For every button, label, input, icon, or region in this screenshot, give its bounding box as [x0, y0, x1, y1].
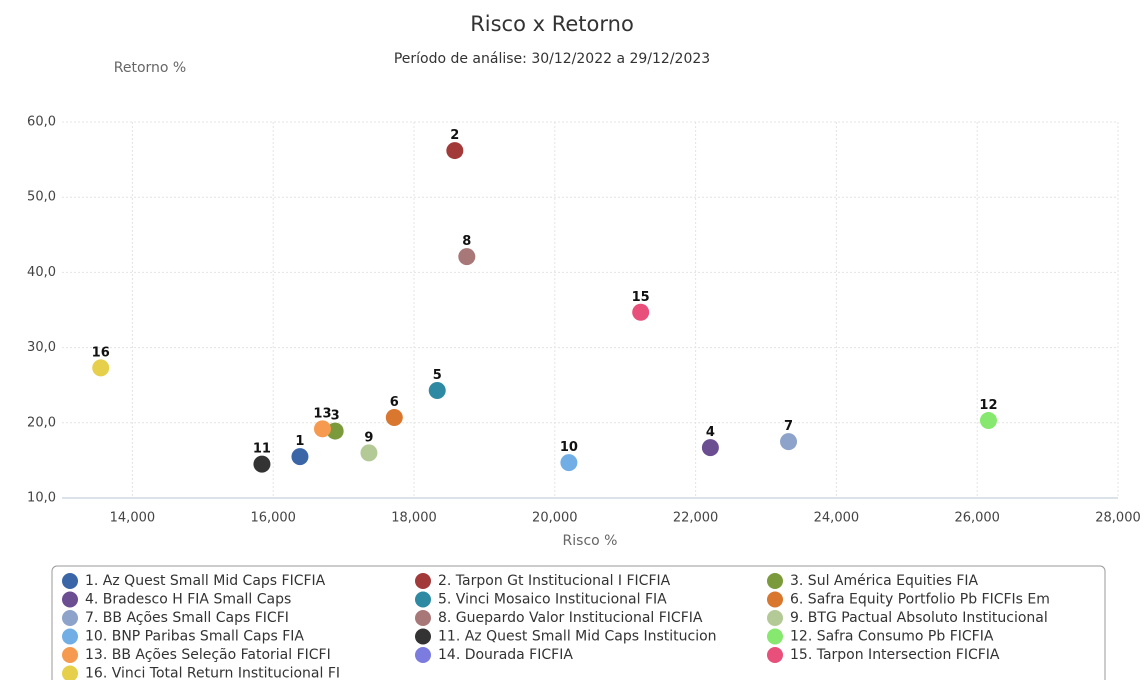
y-tick-label: 50,0	[27, 190, 56, 205]
legend-label: 9. BTG Pactual Absoluto Institucional	[790, 610, 1048, 626]
x-tick-label: 24,000	[814, 511, 860, 526]
chart-subtitle: Período de análise: 30/12/2022 a 29/12/2…	[394, 51, 710, 67]
point	[701, 439, 719, 457]
x-tick-label: 20,000	[532, 511, 578, 526]
point	[253, 455, 271, 473]
data-label: 10	[560, 440, 578, 455]
legend-label: 16. Vinci Total Return Institucional FI	[85, 666, 340, 680]
data-label: 11	[253, 442, 271, 457]
point	[313, 420, 331, 438]
legend-label: 15. Tarpon Intersection FICFIA	[790, 647, 1000, 663]
legend-label: 6. Safra Equity Portfolio Pb FICFIs Em	[790, 592, 1050, 608]
legend-marker	[62, 665, 78, 680]
y-tick-label: 40,0	[27, 265, 56, 280]
legend-label: 7. BB Ações Small Caps FICFI	[85, 610, 289, 626]
legend-marker	[415, 647, 431, 663]
legend-marker	[767, 610, 783, 626]
x-tick-label: 14,000	[110, 511, 156, 526]
x-axis-label: Risco %	[563, 533, 618, 549]
data-label: 1	[295, 434, 304, 449]
legend-marker	[62, 647, 78, 663]
chart-title: Risco x Retorno	[470, 12, 634, 36]
point	[780, 433, 798, 451]
legend-label: 1. Az Quest Small Mid Caps FICFIA	[85, 573, 326, 589]
legend-label: 13. BB Ações Seleção Fatorial FICFI	[85, 647, 331, 663]
legend-marker	[415, 573, 431, 589]
data-label: 4	[706, 425, 715, 440]
legend-marker	[415, 628, 431, 645]
data-label: 9	[364, 430, 373, 445]
x-tick-label: 26,000	[954, 511, 1000, 526]
y-tick-label: 30,0	[27, 340, 56, 355]
point	[360, 444, 378, 462]
point	[979, 412, 997, 430]
data-label: 8	[462, 234, 471, 249]
point	[385, 409, 403, 427]
y-tick-label: 60,0	[27, 115, 56, 130]
data-label: 6	[390, 395, 399, 410]
y-tick-label: 10,0	[27, 491, 56, 506]
y-tick-label: 20,0	[27, 415, 56, 430]
data-label: 15	[632, 290, 650, 305]
data-label: 2	[450, 128, 459, 143]
legend-label: 11. Az Quest Small Mid Caps Institucion	[438, 629, 717, 645]
legend-label: 10. BNP Paribas Small Caps FIA	[85, 629, 304, 645]
data-label: 5	[433, 368, 442, 383]
legend-label: 4. Bradesco H FIA Small Caps	[85, 592, 291, 608]
legend-label: 12. Safra Consumo Pb FICFIA	[790, 629, 994, 645]
point	[446, 142, 464, 160]
legend-marker	[62, 591, 78, 608]
point	[560, 454, 578, 472]
legend-label: 2. Tarpon Gt Institucional I FICFIA	[438, 573, 671, 589]
point	[458, 248, 476, 266]
y-axis-label: Retorno %	[114, 60, 186, 76]
legend-box	[51, 565, 1106, 680]
legend-marker	[767, 573, 783, 589]
x-tick-label: 22,000	[673, 511, 719, 526]
x-tick-label: 16,000	[250, 511, 296, 526]
data-label: 7	[784, 419, 793, 434]
legend-marker	[62, 573, 78, 589]
legend-marker	[767, 591, 783, 608]
point	[428, 381, 446, 399]
legend-marker	[62, 628, 78, 645]
data-label: 16	[92, 345, 110, 360]
point	[326, 422, 344, 440]
x-tick-label: 18,000	[391, 511, 437, 526]
legend-label: 5. Vinci Mosaico Institucional FIA	[438, 592, 667, 608]
legend-marker	[62, 610, 78, 626]
point	[291, 448, 309, 466]
legend-marker	[415, 591, 431, 608]
legend-marker	[767, 647, 783, 663]
data-label: 3	[331, 409, 340, 424]
x-tick-label: 28,000	[1095, 511, 1141, 526]
data-label: 13	[313, 406, 331, 421]
legend-marker	[415, 610, 431, 626]
legend-marker	[767, 628, 783, 645]
point	[92, 359, 110, 377]
data-label: 12	[979, 398, 997, 413]
legend-label: 3. Sul América Equities FIA	[790, 573, 979, 589]
legend-label: 8. Guepardo Valor Institucional FICFIA	[438, 610, 703, 626]
point	[632, 303, 650, 321]
legend-label: 14. Dourada FICFIA	[438, 647, 573, 663]
